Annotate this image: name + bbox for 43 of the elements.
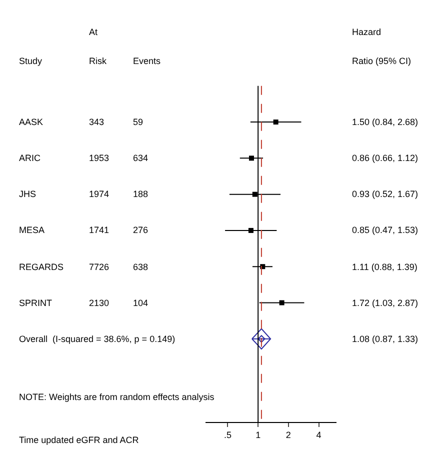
data-label: 0.93 (0.52, 1.67) (352, 189, 418, 199)
text: At (89, 27, 98, 37)
text: 7726 (89, 262, 110, 272)
point (251, 328, 272, 350)
text: 276 (133, 225, 148, 235)
text: Hazard (352, 27, 382, 37)
text: Events (133, 56, 162, 66)
text: 104 (133, 298, 148, 308)
point (252, 192, 258, 197)
text: 2130 (89, 298, 110, 308)
y-tick-label: ARIC (19, 153, 42, 163)
point (273, 120, 278, 125)
text: 1.08 (0.87, 1.33) (352, 334, 418, 344)
data-label: 1.50 (0.84, 2.68) (352, 117, 418, 127)
text: 638 (133, 262, 148, 272)
text: 59 (133, 117, 144, 127)
y-tick-label: MESA (19, 225, 45, 235)
text: Study (19, 56, 43, 66)
text: 1974 (89, 189, 110, 199)
data-label: 1.72 (1.03, 2.87) (352, 298, 418, 308)
data-label: 0.86 (0.66, 1.12) (352, 153, 418, 163)
text: 343 (89, 117, 104, 127)
x-tick-label: .5 (224, 430, 232, 440)
y-tick-label: AASK (19, 117, 44, 127)
text: 1741 (89, 225, 110, 235)
y-tick-label: Overall (I-squared = 38.6%, p = 0.149) (19, 334, 176, 344)
data-label: 1.11 (0.88, 1.39) (352, 262, 418, 272)
text: 188 (133, 189, 148, 199)
text: 634 (133, 153, 148, 163)
x-tick-label: 4 (316, 430, 322, 440)
text: NOTE: Weights are from random effects analysis (19, 392, 215, 402)
point (248, 156, 254, 161)
x-tick-label: 1 (256, 430, 261, 440)
text: Risk (89, 56, 107, 66)
y-tick-label: SPRINT (19, 298, 53, 308)
text: Time updated eGFR and ACR (19, 435, 140, 445)
data-label: 0.85 (0.47, 1.53) (352, 225, 418, 235)
x-tick-label: 2 (286, 430, 291, 440)
point (248, 228, 254, 233)
y-tick-label: REGARDS (19, 262, 64, 272)
y-tick-label: JHS (19, 189, 36, 199)
text: Ratio (95% CI) (352, 56, 412, 66)
text: 1953 (89, 153, 110, 163)
